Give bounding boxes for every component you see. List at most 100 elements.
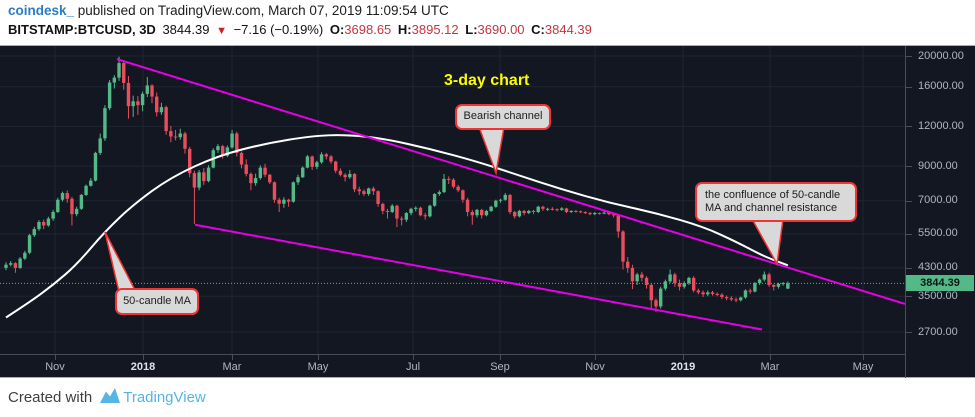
- time-axis[interactable]: Nov 2018 Mar May Jul Sep Nov 2019 Mar May: [0, 354, 905, 379]
- candle-body: [18, 258, 22, 268]
- change-text: −7.16 (−0.19%): [233, 22, 324, 37]
- last-price-text: 3844.39: [162, 22, 210, 37]
- candle-body: [395, 205, 399, 219]
- candle-body: [79, 194, 84, 209]
- candle-body: [588, 213, 592, 215]
- price-tick-label: 20000.00: [918, 49, 964, 62]
- low-label: L:: [465, 22, 478, 37]
- candle-body: [98, 138, 102, 153]
- candle-body: [319, 154, 324, 163]
- open-value: 3698.65: [344, 22, 392, 37]
- time-tick: [863, 355, 864, 360]
- price-tick-label: 16000.00: [918, 80, 964, 93]
- symbol-text: BITSTAMP:BTCUSD, 3D: [8, 22, 156, 37]
- callout-bearish-channel[interactable]: Bearish channel: [455, 104, 551, 130]
- candle-body: [13, 263, 18, 268]
- price-tick: [906, 56, 912, 57]
- candle-body: [216, 146, 220, 151]
- candle-body: [324, 154, 328, 157]
- price-axis[interactable]: 20000.00 16000.00 12000.00 9000.00 7000.00 55…: [905, 46, 975, 379]
- candle-body: [739, 297, 743, 301]
- trendline-channel-resistance[interactable]: [116, 58, 905, 305]
- candle-body: [602, 212, 606, 214]
- candle-body: [517, 210, 522, 217]
- candle-body: [37, 221, 41, 230]
- candle-body: [46, 218, 51, 226]
- low-value: 3690.00: [477, 22, 525, 37]
- candle-body: [635, 274, 639, 282]
- candle-body: [574, 210, 578, 212]
- candle-body: [301, 167, 305, 178]
- callout-50-candle-ma[interactable]: 50-candle MA: [115, 288, 199, 315]
- trendline-channel-support[interactable]: [194, 223, 763, 331]
- candle-body: [239, 152, 244, 165]
- candle-body: [366, 188, 371, 194]
- time-tick-label: 2019: [670, 361, 696, 373]
- price-tick: [906, 332, 912, 334]
- candle-body: [150, 85, 154, 97]
- candle-body: [32, 229, 36, 236]
- candle-body: [131, 101, 135, 107]
- candle-body: [107, 82, 112, 109]
- candle-body: [710, 292, 715, 294]
- candle-body: [658, 288, 663, 307]
- candle-body: [475, 209, 479, 216]
- candle-body: [253, 178, 258, 184]
- candlestick-chart[interactable]: [0, 46, 905, 354]
- candle-body: [230, 133, 234, 148]
- chart-title-annotation: 3-day chart: [444, 72, 530, 89]
- candle-body: [715, 293, 719, 295]
- candle-body: [691, 277, 696, 291]
- candle-body: [206, 167, 211, 182]
- candle-body: [772, 284, 776, 287]
- candle-body: [757, 279, 762, 284]
- candle-body: [390, 205, 394, 212]
- candle-body: [626, 261, 630, 268]
- candle-body: [192, 173, 197, 188]
- time-tick: [770, 355, 771, 360]
- candle-body: [399, 218, 404, 220]
- candle-body: [437, 192, 442, 194]
- candle-body: [84, 185, 88, 195]
- callout-confluence[interactable]: the confluence of 50-candle MA and chann…: [695, 182, 857, 222]
- candle-body: [112, 77, 117, 83]
- candle-body: [310, 156, 314, 167]
- time-tick-label: Sep: [490, 361, 510, 373]
- candle-body: [512, 211, 517, 217]
- candle-body: [23, 252, 27, 259]
- candle-body: [244, 164, 248, 174]
- price-tick: [906, 126, 912, 128]
- candle-body: [409, 208, 413, 214]
- time-tick: [143, 355, 144, 360]
- time-tick-label: Mar: [222, 361, 242, 373]
- candle-body: [371, 188, 376, 192]
- callout-tail: [104, 231, 138, 293]
- ma-50-line[interactable]: [5, 134, 789, 319]
- candle-body: [654, 300, 658, 307]
- candle-body: [27, 235, 32, 253]
- candle-body: [442, 178, 446, 193]
- candle-body: [155, 96, 159, 113]
- candle-body: [465, 199, 470, 212]
- candle-body: [117, 63, 121, 78]
- candle-body: [286, 199, 291, 202]
- candle-body: [404, 213, 409, 220]
- candle-body: [621, 231, 625, 262]
- candle-body: [748, 290, 752, 292]
- last-price-label: 3844.39: [906, 275, 974, 292]
- candle-body: [640, 274, 644, 278]
- candle-body: [164, 107, 168, 132]
- candle-body: [178, 133, 182, 138]
- candle-body: [51, 211, 55, 219]
- candle-body: [498, 199, 503, 201]
- candle-body: [451, 179, 456, 187]
- candle-body: [484, 210, 489, 216]
- candle-body: [616, 215, 620, 232]
- tradingview-brand-link[interactable]: TradingView: [123, 389, 206, 406]
- candle-body: [786, 283, 790, 289]
- time-tick: [500, 355, 501, 360]
- price-tick: [906, 86, 912, 88]
- source-link[interactable]: coindesk_: [8, 3, 75, 18]
- candle-body: [65, 193, 69, 199]
- candle-body: [352, 173, 357, 190]
